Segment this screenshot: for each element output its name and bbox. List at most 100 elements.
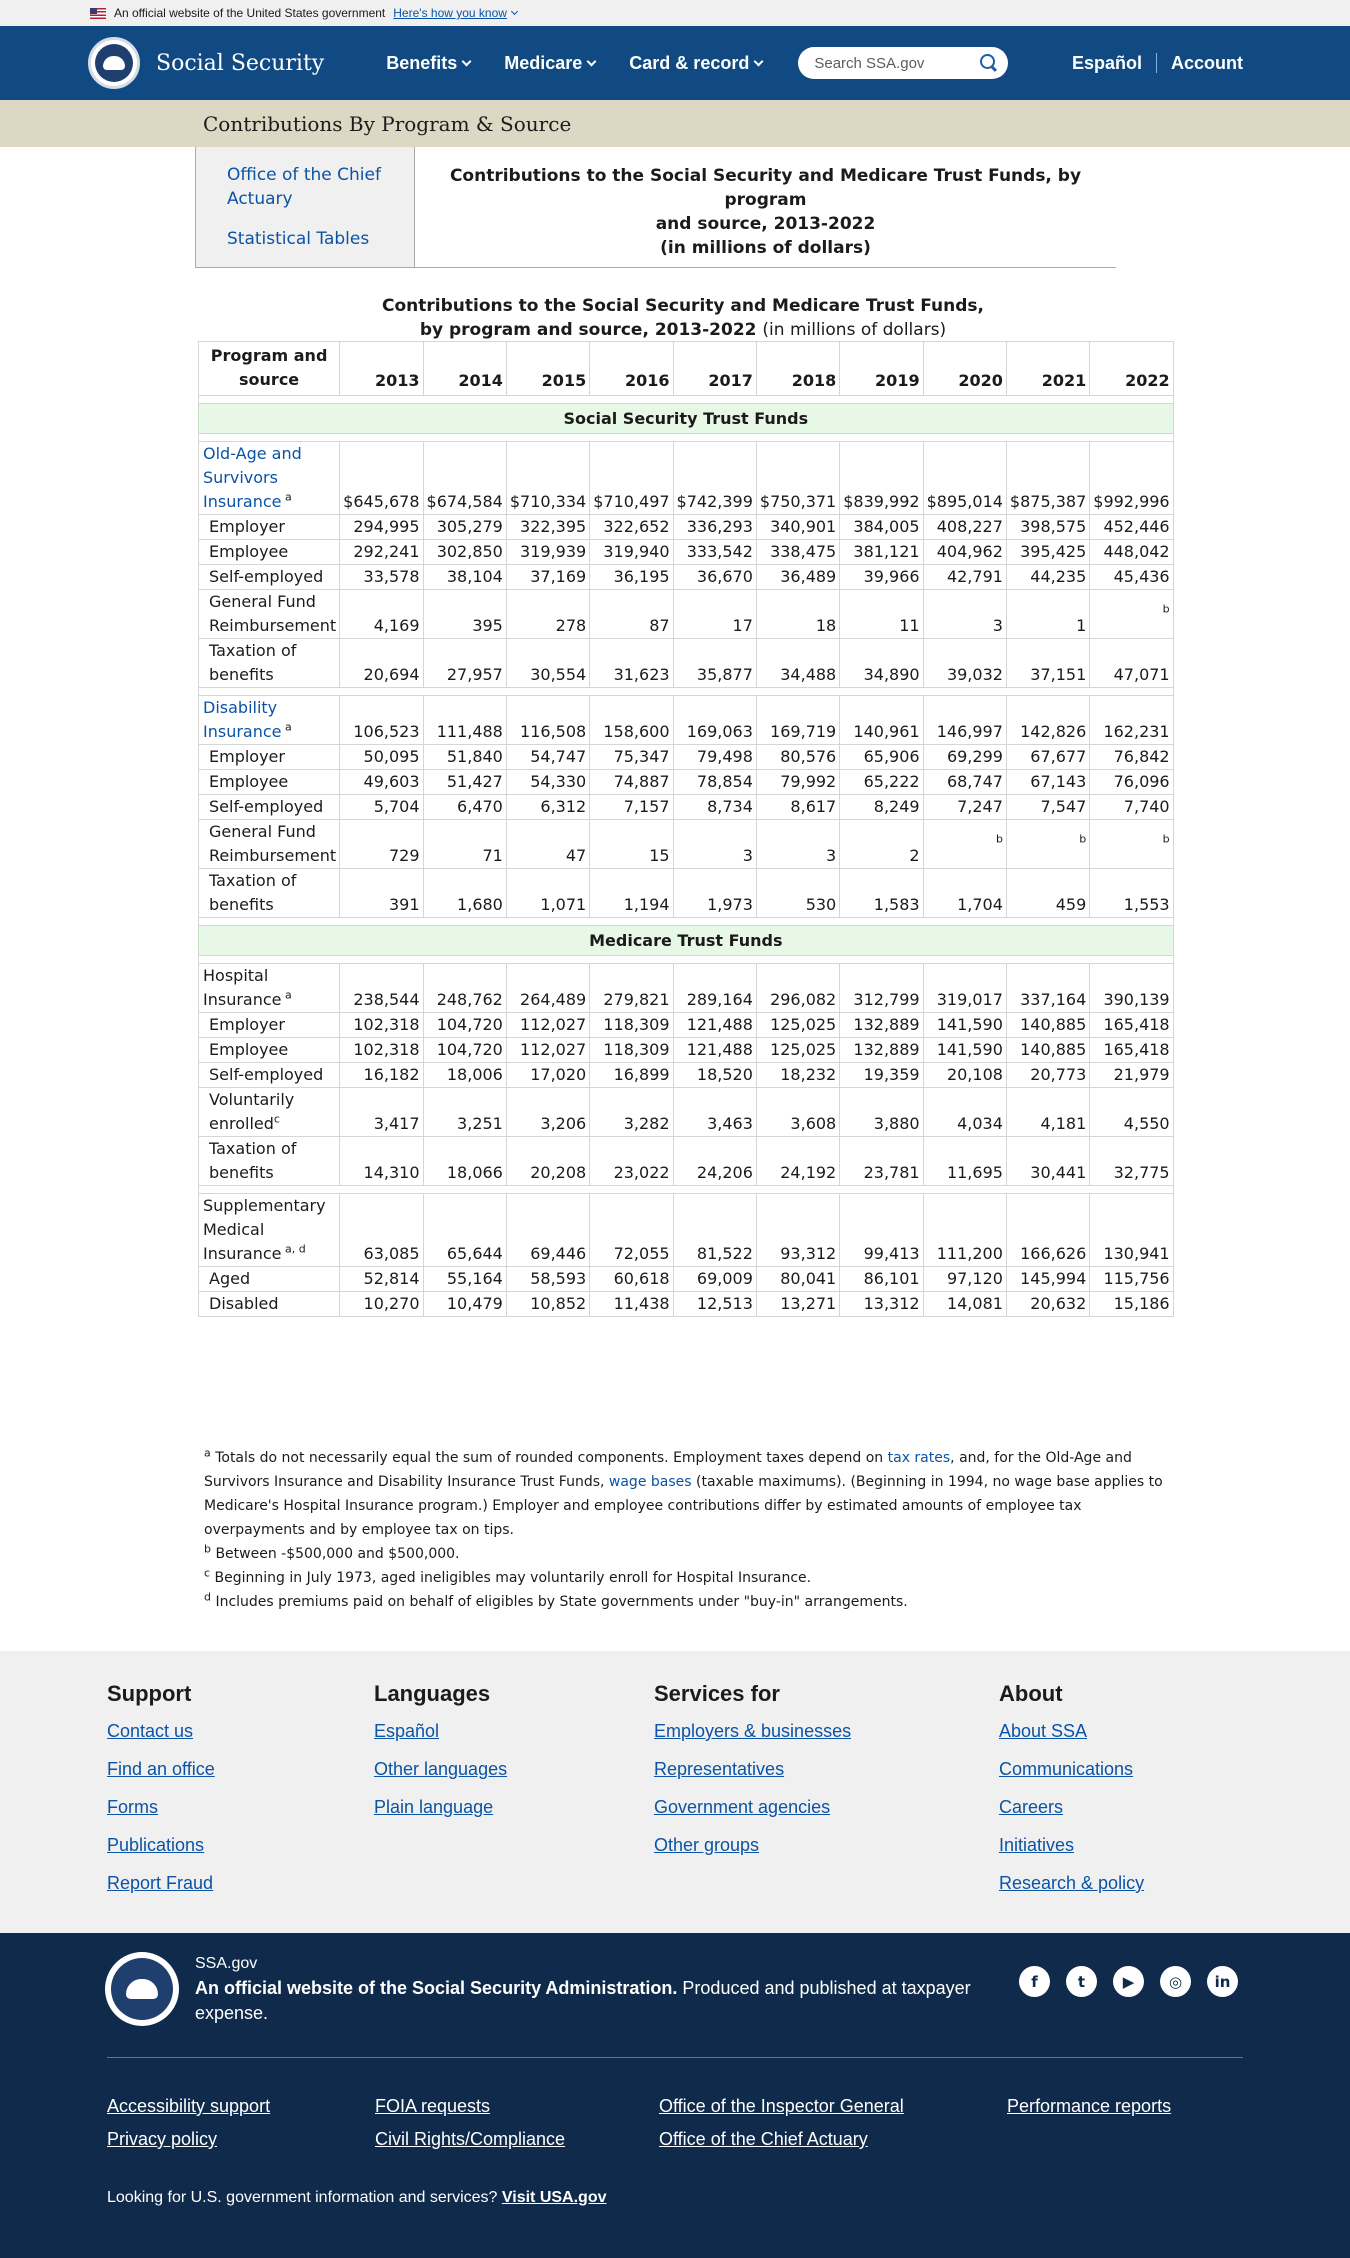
- footer-col-about: About About SSA Communications Careers I…: [999, 1681, 1145, 1893]
- foia-link[interactable]: FOIA requests: [375, 2096, 491, 2116]
- tax-rates-link[interactable]: tax rates: [887, 1450, 951, 1466]
- table-cell: 36,489: [755, 564, 841, 590]
- row-label: Self-employed: [197, 794, 341, 820]
- instagram-icon[interactable]: ◎: [1160, 1966, 1191, 1997]
- table-cell: 140,961: [839, 695, 924, 745]
- spacer-row: [198, 955, 1174, 964]
- table-cell: 459: [1005, 868, 1091, 918]
- table-cell: 17: [672, 589, 757, 639]
- heres-how-you-know-link[interactable]: Here's how you know: [393, 6, 507, 20]
- table-cell: 1,553: [1089, 868, 1174, 918]
- table-cell: 36,670: [672, 564, 757, 590]
- footer-link[interactable]: Plain language: [374, 1797, 494, 1817]
- table-cell: 36,195: [589, 564, 674, 590]
- table-cell: 10,270: [339, 1291, 424, 1317]
- table-cell: $742,399: [672, 441, 757, 515]
- linkedin-icon[interactable]: in: [1207, 1966, 1238, 1997]
- footer-link[interactable]: Initiatives: [999, 1835, 1075, 1855]
- youtube-icon[interactable]: ▶: [1113, 1966, 1144, 1997]
- footnote-marker: a, d: [281, 1242, 306, 1256]
- table-cell: 130,941: [1089, 1193, 1174, 1267]
- table-row: Self-employed 33,578 38,104 37,169 36,195 36,…: [197, 564, 1174, 590]
- footer-link[interactable]: Español: [374, 1721, 440, 1741]
- program-total-row: Old-Age and Survivors Insurance a $645,67…: [197, 441, 1174, 515]
- footer-link[interactable]: Find an office: [107, 1759, 215, 1779]
- nav-medicare[interactable]: Medicare: [504, 53, 597, 74]
- sidenav-chief-actuary[interactable]: Office of the Chief Actuary: [227, 165, 381, 209]
- table-cell: 278: [505, 589, 591, 639]
- table-row: General Fund Reimbursement 729 71 47 15 3 3 2 b b…: [197, 819, 1174, 869]
- sidenav-statistical-tables[interactable]: Statistical Tables: [227, 229, 370, 249]
- footer-link[interactable]: Other groups: [654, 1835, 760, 1855]
- table-cell: 7,157: [589, 794, 674, 820]
- usa-gov-link[interactable]: Visit USA.gov: [501, 2189, 607, 2206]
- search-input[interactable]: [814, 54, 965, 72]
- footer-link[interactable]: Research & policy: [999, 1873, 1145, 1893]
- twitter-icon[interactable]: t: [1066, 1966, 1097, 1997]
- table-cell: 7,547: [1005, 794, 1091, 820]
- ssa-logo-icon[interactable]: [88, 37, 140, 89]
- footer-link[interactable]: Employers & businesses: [654, 1721, 852, 1741]
- chevron-down-icon: [753, 56, 764, 66]
- footer-link[interactable]: Government agencies: [654, 1797, 831, 1817]
- wage-bases-link[interactable]: wage bases: [608, 1474, 692, 1490]
- table-cell: 32,775: [1089, 1136, 1174, 1186]
- footnote-marker: a: [281, 490, 292, 504]
- espanol-link[interactable]: Español: [1071, 52, 1142, 73]
- footer-link[interactable]: Representatives: [654, 1759, 785, 1779]
- table-cell: 15,186: [1089, 1291, 1174, 1317]
- accessibility-link[interactable]: Accessibility support: [107, 2096, 271, 2116]
- nav-card-record[interactable]: Card & record: [629, 53, 764, 74]
- table-row: Self-employed 5,704 6,470 6,312 7,157 8,734 8,…: [197, 794, 1174, 820]
- footnote-marker: b: [1162, 602, 1170, 616]
- footer-link[interactable]: Communications: [999, 1759, 1134, 1779]
- performance-reports-link[interactable]: Performance reports: [1007, 2096, 1172, 2116]
- table-cell: 4,550: [1089, 1087, 1174, 1137]
- table-cell: 319,017: [922, 963, 1007, 1013]
- footer-link[interactable]: About SSA: [999, 1721, 1088, 1741]
- footer-link[interactable]: Publications: [107, 1835, 205, 1855]
- table-cell: 3,251: [422, 1087, 507, 1137]
- table-cell: 102,318: [339, 1037, 424, 1063]
- privacy-policy-link[interactable]: Privacy policy: [107, 2129, 218, 2149]
- table-cell: 338,475: [755, 539, 841, 565]
- row-label: Self-employed: [197, 1062, 341, 1088]
- table-cell: 1,583: [839, 868, 924, 918]
- table-cell: 75,347: [589, 744, 674, 770]
- ssa-seal-icon: [105, 1952, 179, 2026]
- table-cell: 322,395: [505, 514, 591, 540]
- footer-link[interactable]: Forms: [107, 1797, 158, 1817]
- footer-link[interactable]: Report Fraud: [107, 1873, 214, 1893]
- table-cell: 8,249: [839, 794, 924, 820]
- brand-name[interactable]: Social Security: [156, 50, 325, 76]
- civil-rights-link[interactable]: Civil Rights/Compliance: [375, 2129, 566, 2149]
- table-cell: 34,488: [755, 638, 841, 688]
- search-icon[interactable]: [980, 54, 998, 72]
- table-cell: $875,387: [1005, 441, 1091, 515]
- table-cell: 69,299: [922, 744, 1007, 770]
- table-row: General Fund Reimbursement 4,169 395 278 87 1…: [197, 589, 1174, 639]
- table-cell: 104,720: [422, 1012, 507, 1038]
- table-cell: 10,479: [422, 1291, 507, 1317]
- nav-benefits[interactable]: Benefits: [386, 53, 472, 74]
- table-row: Employer 102,318 104,720 112,027 118,309 121,…: [197, 1012, 1174, 1038]
- table-cell: b: [1005, 819, 1091, 869]
- table-cell: 65,222: [839, 769, 924, 795]
- footer-link[interactable]: Contact us: [107, 1721, 194, 1741]
- program-link[interactable]: Disability Insurance: [203, 698, 282, 741]
- inspector-general-link[interactable]: Office of the Inspector General: [659, 2096, 904, 2116]
- table-cell: $674,584: [422, 441, 507, 515]
- account-link[interactable]: Account: [1171, 52, 1243, 73]
- program-link[interactable]: Old-Age and Survivors Insurance: [203, 444, 302, 511]
- table-cell: 63,085: [339, 1193, 424, 1267]
- facebook-icon[interactable]: f: [1019, 1966, 1050, 1997]
- table-cell: 76,096: [1089, 769, 1174, 795]
- table-cell: 279,821: [589, 963, 674, 1013]
- table-row: Taxation of benefits 14,310 18,066 20,208 23…: [197, 1136, 1174, 1186]
- program-label: Disability Insurance a: [197, 695, 341, 745]
- footer-link[interactable]: Other languages: [374, 1759, 508, 1779]
- table-cell: 146,997: [922, 695, 1007, 745]
- chief-actuary-link[interactable]: Office of the Chief Actuary: [659, 2129, 868, 2149]
- table-cell: 238,544: [339, 963, 424, 1013]
- footer-link[interactable]: Careers: [999, 1797, 1064, 1817]
